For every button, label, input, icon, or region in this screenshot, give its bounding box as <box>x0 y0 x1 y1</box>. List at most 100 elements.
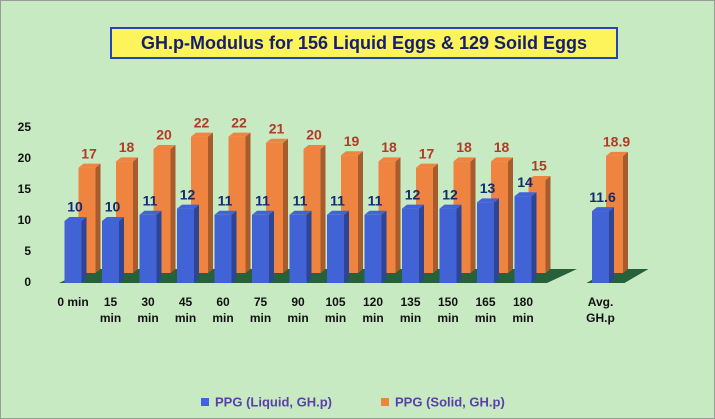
data-label: 11 <box>255 193 270 209</box>
bar-side <box>623 151 628 273</box>
bar-side <box>170 145 176 273</box>
data-label: 20 <box>306 127 322 143</box>
bar <box>364 214 382 283</box>
bar-side <box>81 217 87 283</box>
data-label: 11.6 <box>589 189 616 205</box>
bar-top <box>327 210 349 215</box>
bar-top <box>341 151 363 156</box>
y-tick-label: 25 <box>18 120 32 134</box>
bar-top <box>402 204 424 209</box>
bar-top <box>214 210 237 215</box>
x-tick-label: 150 min <box>437 295 459 325</box>
bar-side <box>470 157 476 273</box>
bar-top <box>416 163 438 168</box>
y-tick-label: 5 <box>24 244 31 258</box>
data-label: 18.9 <box>603 134 630 150</box>
bar <box>477 202 494 283</box>
data-label: 12 <box>442 186 458 202</box>
data-label: 14 <box>517 174 533 190</box>
bar-top <box>289 210 312 215</box>
x-tick-label: 135 min <box>399 295 422 325</box>
bar <box>139 214 157 283</box>
bar <box>514 196 532 283</box>
y-tick-label: 20 <box>18 151 32 165</box>
x-tick-label: 60 min <box>212 295 234 325</box>
chart-title: GH.p-Modulus for 156 Liquid Eggs & 129 S… <box>141 33 587 53</box>
bar-side <box>119 217 124 283</box>
bar-top <box>177 204 199 209</box>
bar-top <box>528 176 551 180</box>
bar-side <box>156 210 162 283</box>
data-label: 12 <box>405 186 421 202</box>
x-tick-label: 30 min <box>137 295 159 325</box>
bar-side <box>358 151 363 273</box>
bar-top <box>514 192 537 197</box>
bar-top <box>228 132 251 137</box>
bar-top <box>592 207 614 212</box>
data-label: 10 <box>105 199 121 215</box>
x-tick-label: 0 min <box>57 295 89 309</box>
legend-swatch <box>381 398 389 406</box>
bar-top <box>364 210 387 215</box>
bar <box>64 221 82 283</box>
title-box <box>110 27 618 59</box>
data-label: 11 <box>330 193 345 209</box>
data-label: 21 <box>269 121 285 137</box>
bar-side <box>269 210 274 283</box>
bar-side <box>545 176 551 273</box>
x-tick-label: 120 min <box>362 295 384 325</box>
bar-side <box>508 157 513 273</box>
x-tick-label: 180 min <box>512 295 534 325</box>
bar-top <box>252 210 274 215</box>
data-label: 22 <box>194 114 210 130</box>
bar <box>327 214 344 283</box>
legend-label: PPG (Liquid, GH.p) <box>215 394 332 409</box>
data-label: 18 <box>494 139 510 155</box>
bar-top <box>139 210 162 215</box>
data-label: 19 <box>344 133 360 149</box>
data-label: 17 <box>419 145 435 161</box>
data-label: 12 <box>180 186 196 202</box>
bar-side <box>381 210 387 283</box>
bar-side <box>419 204 424 283</box>
bar-top <box>78 163 101 168</box>
bar-side <box>231 210 237 283</box>
bar-side <box>344 210 349 283</box>
bar-side <box>609 207 614 283</box>
bar <box>102 221 119 283</box>
bar <box>289 214 307 283</box>
data-label: 11 <box>293 193 308 209</box>
bar-side <box>320 145 326 273</box>
bar-side <box>194 204 199 283</box>
data-label: 22 <box>231 114 247 130</box>
bar-side <box>456 204 462 283</box>
bar-top <box>116 157 138 162</box>
bar-top <box>191 132 213 137</box>
x-tick-label: 90 min <box>287 295 309 325</box>
data-label: 18 <box>381 139 397 155</box>
bar <box>214 214 232 283</box>
y-tick-label: 10 <box>18 213 32 227</box>
data-label: 10 <box>67 199 83 215</box>
bar-top <box>491 157 513 162</box>
bar-top <box>266 138 288 143</box>
x-tick-label: 45 min <box>174 295 197 325</box>
bar-top <box>477 198 499 203</box>
data-label: 13 <box>480 180 496 196</box>
data-label: 15 <box>531 158 547 174</box>
y-tick-label: 0 <box>24 275 31 289</box>
bar <box>592 211 609 283</box>
bar-side <box>433 163 438 273</box>
data-label: 17 <box>81 145 97 161</box>
bar-top <box>303 145 326 149</box>
data-label: 18 <box>119 139 135 155</box>
bar <box>439 208 457 283</box>
data-label: 18 <box>456 139 472 155</box>
x-tick-label: 165 min <box>474 295 497 325</box>
bar-side <box>306 210 312 283</box>
bar-top <box>453 157 476 162</box>
bar-top <box>102 217 124 221</box>
y-tick-label: 15 <box>18 182 32 196</box>
